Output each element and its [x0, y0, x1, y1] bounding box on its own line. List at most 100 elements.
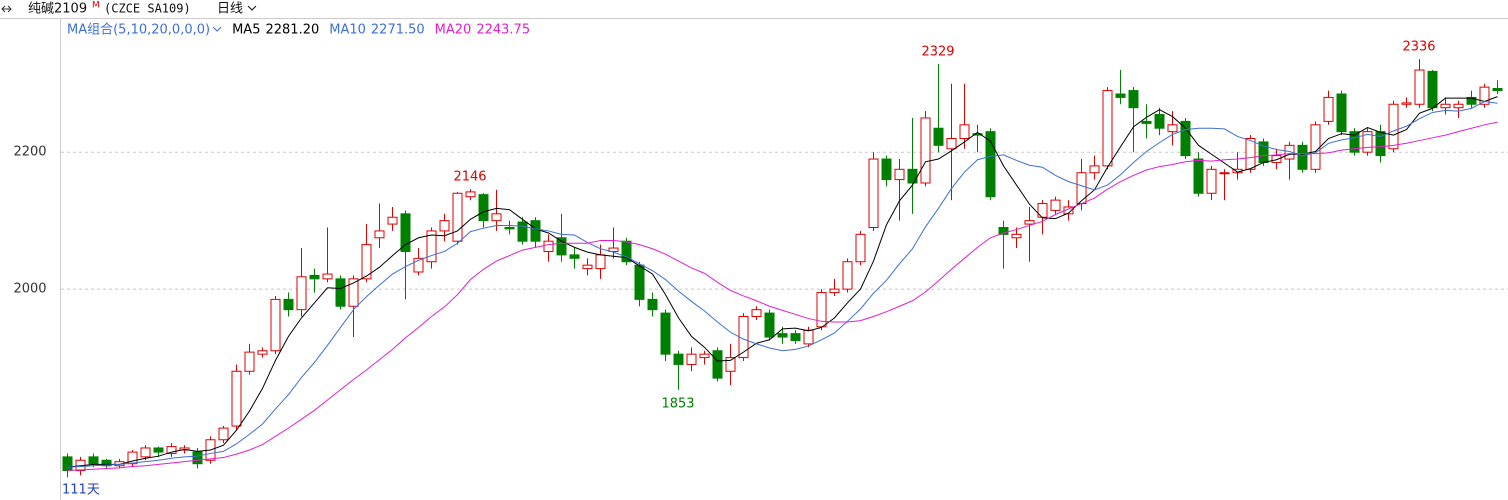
candle-body	[296, 276, 307, 311]
candle-body	[1076, 172, 1087, 205]
candle-body	[387, 216, 398, 225]
legend-value: 2281.20	[265, 23, 319, 38]
legend-value: 2271.50	[371, 23, 425, 38]
candle-body	[257, 350, 268, 355]
y-tick-label: 2000	[13, 282, 46, 297]
ma-line	[67, 121, 1498, 472]
candle-body	[478, 194, 489, 222]
legend-name: MA10	[329, 23, 366, 38]
candle-body	[1206, 168, 1217, 194]
candle-body	[829, 288, 840, 294]
candle-body	[790, 333, 801, 341]
candle-body	[1284, 144, 1295, 160]
candle-body	[543, 240, 554, 252]
candle-body	[491, 213, 502, 222]
back-icon[interactable]	[1, 5, 12, 13]
candle-body	[868, 158, 879, 229]
candle-body	[400, 213, 411, 252]
candle-body	[1115, 93, 1126, 98]
period[interactable]: 日线	[217, 2, 243, 17]
candle-body	[465, 191, 476, 198]
candle-body	[972, 133, 983, 136]
marker: M	[92, 1, 100, 11]
candle-body	[101, 459, 112, 467]
candle-body	[1024, 220, 1035, 225]
candle-body	[452, 192, 463, 242]
candle-body	[1128, 90, 1139, 109]
candle-body	[1453, 103, 1464, 109]
candle-body	[751, 309, 762, 318]
candle-body	[595, 254, 606, 270]
candle-body	[803, 329, 814, 345]
extreme-label: 1853	[661, 396, 694, 411]
extreme-label: 2336	[1402, 40, 1435, 55]
candle-body	[1271, 155, 1282, 163]
candle-body	[218, 427, 229, 441]
y-tick-label: 2200	[13, 145, 46, 160]
candle-body	[907, 168, 918, 184]
candle-body	[1154, 114, 1165, 129]
candle-body	[855, 233, 866, 263]
ma-line	[67, 96, 1498, 468]
period-chevron[interactable]	[247, 5, 257, 11]
candle-body	[998, 227, 1009, 235]
candle-body	[1011, 233, 1022, 239]
candle-body	[1388, 103, 1399, 150]
candle-body	[244, 351, 255, 372]
candle-body	[777, 333, 788, 338]
candle-body	[712, 350, 723, 379]
candle-body	[1349, 131, 1360, 153]
candle-body	[309, 274, 320, 280]
candle-body	[816, 292, 827, 328]
code: (CZCE SA109)	[104, 2, 191, 16]
candle-body	[1245, 138, 1256, 170]
candle-body	[933, 127, 944, 146]
candle-body	[699, 353, 710, 359]
candle-body	[426, 230, 437, 263]
candle-body	[127, 451, 138, 465]
candle-body	[1401, 102, 1412, 105]
candle-body	[413, 257, 424, 273]
candle-body	[673, 353, 684, 365]
candle-body	[1180, 120, 1191, 157]
candle-body	[439, 220, 450, 232]
ma-line	[67, 101, 1498, 468]
candle-body	[283, 298, 294, 311]
symbol: 纯碱2109	[28, 2, 87, 17]
candle-body	[1414, 69, 1425, 105]
legend-name: MA20	[435, 23, 472, 38]
ma-settings[interactable]: MA组合(5,10,20,0,0,0)	[67, 23, 210, 38]
candle-body	[153, 447, 164, 453]
candle-body	[88, 456, 99, 465]
candle-body	[1375, 131, 1386, 157]
candle-body	[634, 264, 645, 300]
candle-body	[1167, 124, 1178, 133]
candle-body	[1089, 165, 1100, 174]
candle-body	[556, 237, 567, 256]
candle-body	[517, 221, 528, 242]
candle-body	[1362, 131, 1373, 153]
candle-body	[504, 227, 515, 230]
candle-body	[1492, 88, 1503, 92]
candle-body	[985, 131, 996, 198]
candle-body	[140, 447, 151, 458]
candle-body	[231, 370, 242, 427]
candle-body	[530, 220, 541, 242]
candle-body	[894, 168, 905, 181]
candle-body	[1427, 70, 1438, 109]
candle-body	[1323, 96, 1334, 122]
candle-body	[946, 138, 957, 150]
candle-body	[1336, 93, 1347, 133]
legend: MA组合(5,10,20,0,0,0) MA5 2281.20 MA10 2271.5…	[67, 23, 530, 38]
candle-body	[1141, 120, 1152, 124]
candle-body	[322, 273, 333, 280]
candle-body	[569, 254, 580, 259]
candle-body	[764, 312, 775, 338]
legend-chevron[interactable]	[212, 26, 222, 32]
day-count: 111天	[62, 483, 100, 498]
extreme-label: 2146	[453, 170, 486, 185]
candle-body	[1219, 172, 1230, 175]
candle-body	[348, 278, 359, 307]
candle-body	[192, 451, 203, 465]
